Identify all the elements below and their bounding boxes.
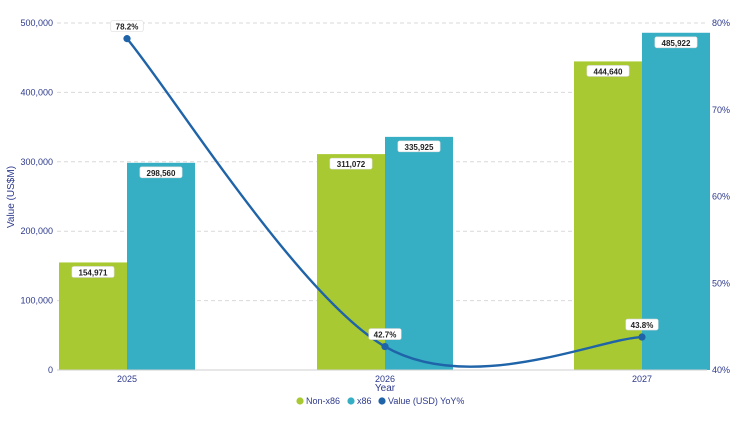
- yoy-point-2027: [638, 333, 646, 341]
- x-axis-title: Year: [375, 383, 396, 394]
- data-labels: 154,971 311,072 444,640 298,560 335,925 485,9…: [71, 20, 698, 340]
- x-tick-label: 2026: [375, 374, 395, 384]
- svg-text:43.8%: 43.8%: [631, 321, 654, 330]
- legend-label: Value (USD) YoY%: [388, 396, 464, 406]
- y2-tick-label: 60%: [712, 192, 730, 202]
- x-tick-label: 2027: [632, 374, 652, 384]
- svg-text:311,072: 311,072: [337, 160, 366, 169]
- bar-x86-2025: [127, 162, 195, 370]
- axes: 0 100,000 200,000 300,000 400,000 500,000 40% 5…: [20, 18, 730, 384]
- bar-non-x86-2027: [574, 61, 642, 371]
- y-axis-title: Value (US$M): [6, 166, 17, 228]
- y-tick-label: 500,000: [20, 18, 53, 28]
- legend-label: x86: [357, 396, 372, 406]
- data-label: 311,072: [329, 157, 373, 170]
- legend-item: x86: [347, 396, 372, 406]
- svg-text:485,922: 485,922: [662, 39, 691, 48]
- svg-text:42.7%: 42.7%: [374, 331, 397, 340]
- yoy-point-2025: [123, 35, 131, 43]
- y-tick-label: 400,000: [20, 87, 53, 97]
- svg-text:298,560: 298,560: [147, 169, 176, 178]
- bars: [59, 32, 710, 371]
- data-label: 335,925: [397, 140, 441, 153]
- legend-item: Non-x86: [296, 396, 340, 406]
- y2-tick-label: 70%: [712, 105, 730, 115]
- y-tick-label: 300,000: [20, 157, 53, 167]
- y2-tick-label: 80%: [712, 18, 730, 28]
- y-tick-label: 0: [48, 365, 53, 375]
- y2-tick-label: 40%: [712, 365, 730, 375]
- svg-text:154,971: 154,971: [79, 268, 108, 277]
- bar-x86-2027: [642, 32, 710, 370]
- data-label: 42.7%: [368, 328, 402, 340]
- legend-dot-icon: [378, 397, 386, 405]
- data-label: 154,971: [71, 266, 115, 278]
- y-tick-label: 200,000: [20, 226, 53, 236]
- bar-non-x86-2025: [59, 262, 127, 370]
- y-tick-label: 100,000: [20, 296, 53, 306]
- legend-label: Non-x86: [306, 396, 340, 406]
- y2-tick-label: 50%: [712, 278, 730, 288]
- data-label: 485,922: [654, 36, 698, 49]
- data-label: 78.2%: [110, 20, 144, 32]
- svg-text:335,925: 335,925: [405, 143, 434, 152]
- data-label: 298,560: [139, 166, 183, 179]
- legend: Non-x86 x86 Value (USD) YoY%: [296, 396, 464, 406]
- legend-item: Value (USD) YoY%: [378, 396, 464, 406]
- legend-dot-icon: [296, 397, 304, 405]
- svg-text:444,640: 444,640: [594, 67, 623, 76]
- data-label: 444,640: [586, 65, 630, 77]
- data-label: 43.8%: [625, 318, 659, 331]
- legend-dot-icon: [347, 397, 355, 405]
- yoy-point-2026: [381, 342, 389, 351]
- svg-text:78.2%: 78.2%: [116, 23, 139, 32]
- x-tick-label: 2025: [117, 374, 137, 384]
